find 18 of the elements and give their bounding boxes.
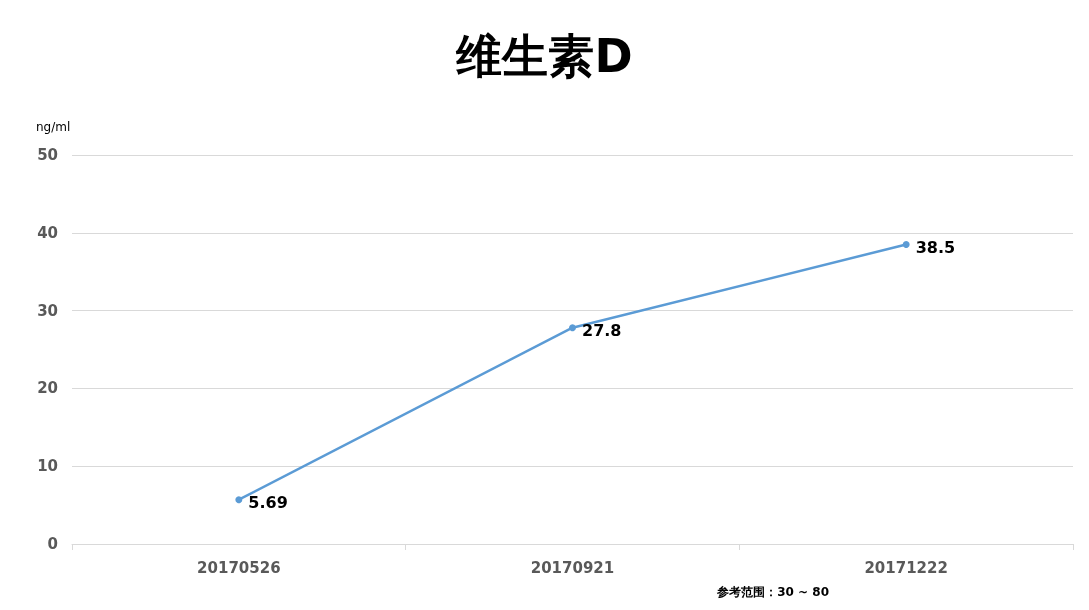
text: 参考范围：30 ~ 80 (716, 585, 829, 599)
y-axis-title: ng/ml (36, 120, 71, 134)
chart-title: 维生素D (455, 29, 633, 83)
y-tick-label: 20 (37, 379, 58, 398)
y-tick-label: 0 (47, 535, 58, 553)
data-label: 38.5 (915, 237, 956, 257)
y-tick-label: 30 (37, 301, 58, 320)
x-tick-label: 20170921 (530, 558, 615, 577)
data-label: 27.8 (582, 321, 622, 341)
point (902, 240, 910, 248)
point (235, 496, 243, 504)
y-tick-label: 40 (37, 223, 58, 242)
y-tick-label: 10 (37, 457, 58, 476)
y-tick-label: 50 (37, 146, 58, 164)
data-label: 5.69 (248, 493, 288, 513)
x-tick-label: 20171222 (864, 558, 948, 577)
x-tick-label: 20170526 (197, 558, 281, 577)
point (569, 324, 576, 332)
